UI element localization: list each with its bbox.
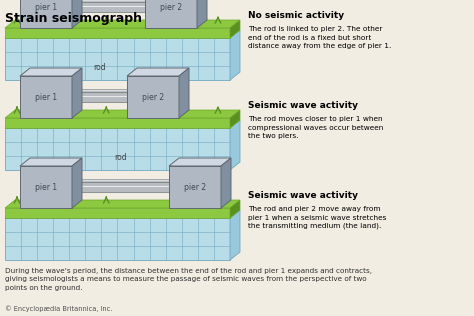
Polygon shape <box>145 0 197 28</box>
Polygon shape <box>169 158 231 166</box>
Polygon shape <box>72 182 169 192</box>
Polygon shape <box>5 128 230 170</box>
Text: © Encyclopædia Britannica, Inc.: © Encyclopædia Britannica, Inc. <box>5 305 112 312</box>
Text: pier 2: pier 2 <box>184 183 206 191</box>
Text: Strain seismograph: Strain seismograph <box>5 12 142 25</box>
Polygon shape <box>5 120 240 128</box>
Polygon shape <box>179 68 189 118</box>
Polygon shape <box>5 20 240 28</box>
Text: pier 1: pier 1 <box>35 3 57 11</box>
Polygon shape <box>72 92 127 102</box>
Polygon shape <box>20 166 72 208</box>
Polygon shape <box>72 68 82 118</box>
Polygon shape <box>5 110 240 118</box>
Text: pier 1: pier 1 <box>35 93 57 101</box>
Polygon shape <box>72 0 148 2</box>
Polygon shape <box>5 30 240 38</box>
Polygon shape <box>230 30 240 80</box>
Polygon shape <box>230 210 240 260</box>
Polygon shape <box>230 120 240 170</box>
Text: rod: rod <box>114 153 127 162</box>
Polygon shape <box>230 110 240 128</box>
Polygon shape <box>127 68 189 76</box>
Polygon shape <box>20 0 72 28</box>
Polygon shape <box>230 200 240 218</box>
Text: Seismic wave activity: Seismic wave activity <box>248 101 358 110</box>
Text: The rod and pier 2 move away from
pier 1 when a seismic wave stretches
the trans: The rod and pier 2 move away from pier 1… <box>248 206 386 229</box>
Polygon shape <box>72 90 130 92</box>
Polygon shape <box>5 28 230 38</box>
Polygon shape <box>197 0 207 28</box>
Polygon shape <box>169 166 221 208</box>
Polygon shape <box>5 200 240 208</box>
Text: During the wave's period, the distance between the end of the rod and pier 1 exp: During the wave's period, the distance b… <box>5 268 372 291</box>
Polygon shape <box>20 158 82 166</box>
Polygon shape <box>5 210 240 218</box>
Polygon shape <box>20 76 72 118</box>
Polygon shape <box>5 38 230 80</box>
Polygon shape <box>72 2 145 12</box>
Polygon shape <box>230 20 240 38</box>
Polygon shape <box>221 158 231 208</box>
Text: The rod moves closer to pier 1 when
compressional waves occur between
the two pi: The rod moves closer to pier 1 when comp… <box>248 116 383 139</box>
Text: The rod is linked to pier 2. The other
end of the rod is a fixed but short
dista: The rod is linked to pier 2. The other e… <box>248 27 392 49</box>
Polygon shape <box>127 76 179 118</box>
Text: pier 2: pier 2 <box>142 93 164 101</box>
Polygon shape <box>72 179 172 182</box>
Text: pier 2: pier 2 <box>160 3 182 11</box>
Polygon shape <box>72 158 82 208</box>
Polygon shape <box>5 118 230 128</box>
Polygon shape <box>20 68 82 76</box>
Text: No seismic activity: No seismic activity <box>248 11 344 20</box>
Polygon shape <box>5 208 230 218</box>
Polygon shape <box>5 218 230 260</box>
Polygon shape <box>72 0 82 28</box>
Text: pier 1: pier 1 <box>35 183 57 191</box>
Text: rod: rod <box>93 63 106 72</box>
Text: Seismic wave activity: Seismic wave activity <box>248 191 358 200</box>
